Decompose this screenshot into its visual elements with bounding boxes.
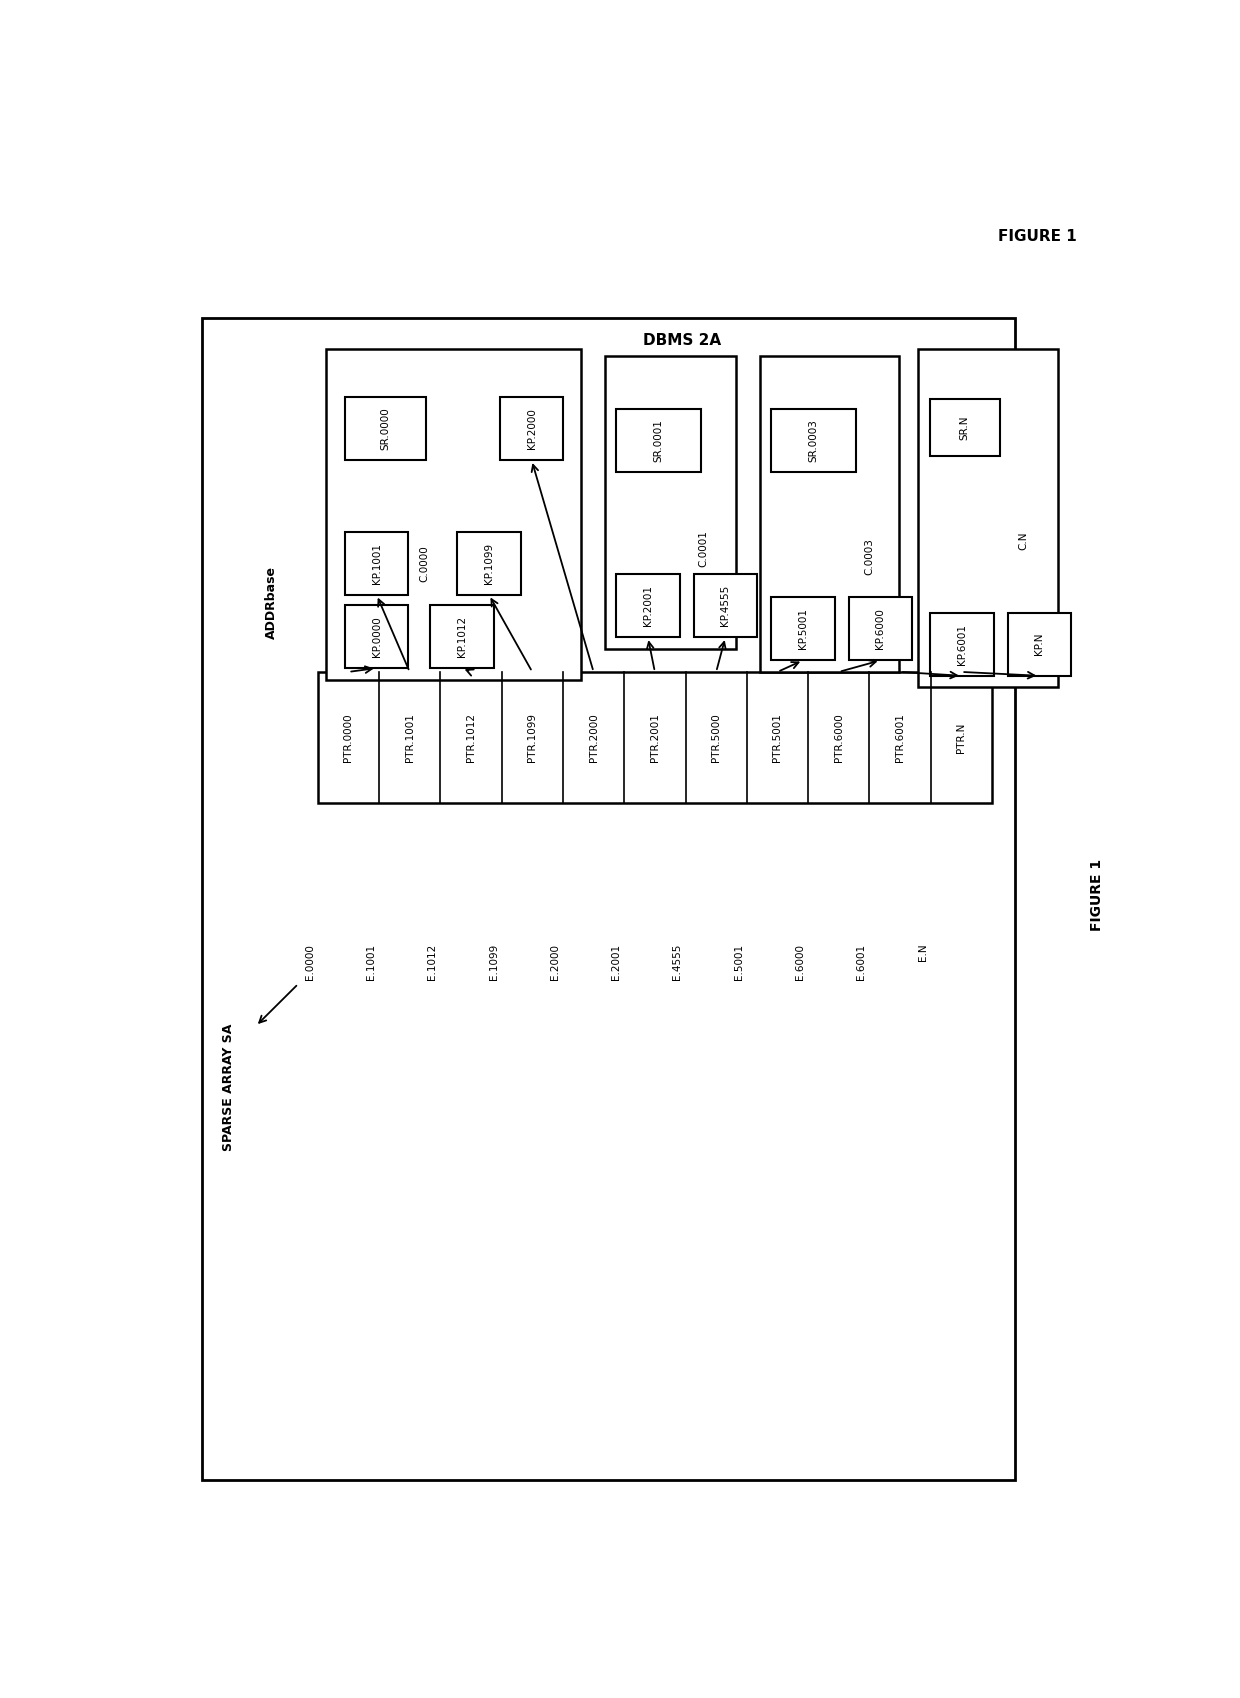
- Polygon shape: [275, 803, 379, 922]
- FancyBboxPatch shape: [500, 397, 563, 460]
- Polygon shape: [765, 803, 869, 922]
- FancyBboxPatch shape: [458, 531, 521, 594]
- Text: PTR.6000: PTR.6000: [833, 713, 843, 762]
- Text: C.0003: C.0003: [864, 538, 874, 576]
- Text: C.0000: C.0000: [419, 545, 430, 582]
- Text: PTR.2000: PTR.2000: [589, 713, 599, 762]
- Polygon shape: [827, 803, 931, 922]
- Text: E.2000: E.2000: [549, 944, 559, 980]
- FancyBboxPatch shape: [930, 613, 993, 676]
- Text: PTR.1099: PTR.1099: [527, 713, 537, 762]
- Text: E.N: E.N: [918, 944, 928, 961]
- Text: PTR.1012: PTR.1012: [466, 713, 476, 762]
- Text: KP.6001: KP.6001: [957, 623, 967, 664]
- Text: E.6000: E.6000: [795, 944, 805, 980]
- Text: DBMS 2A: DBMS 2A: [642, 333, 722, 348]
- Polygon shape: [704, 803, 808, 922]
- Text: KP.1099: KP.1099: [484, 543, 494, 584]
- Text: KP.N: KP.N: [1034, 633, 1044, 655]
- Text: ADDRbase: ADDRbase: [265, 565, 278, 638]
- Text: C.0001: C.0001: [698, 530, 709, 567]
- Text: SR.0000: SR.0000: [381, 408, 391, 450]
- FancyBboxPatch shape: [771, 409, 857, 472]
- Text: KP.4555: KP.4555: [720, 586, 730, 627]
- Text: C.N: C.N: [1018, 531, 1028, 550]
- Polygon shape: [459, 803, 563, 922]
- FancyBboxPatch shape: [759, 357, 899, 672]
- Text: PTR.0000: PTR.0000: [343, 713, 353, 762]
- Text: KP.1001: KP.1001: [372, 543, 382, 584]
- FancyBboxPatch shape: [345, 531, 408, 594]
- Text: PTR.5000: PTR.5000: [712, 713, 722, 762]
- Polygon shape: [521, 803, 624, 922]
- FancyBboxPatch shape: [1007, 613, 1071, 676]
- Text: KP.6000: KP.6000: [875, 608, 885, 649]
- Polygon shape: [582, 803, 686, 922]
- Text: E.1012: E.1012: [428, 944, 438, 980]
- Text: SR.0001: SR.0001: [653, 419, 663, 462]
- FancyBboxPatch shape: [930, 399, 999, 457]
- Text: PTR.2001: PTR.2001: [650, 713, 660, 762]
- Text: FIGURE 1: FIGURE 1: [998, 229, 1078, 245]
- Text: PTR.6001: PTR.6001: [895, 713, 905, 762]
- Text: E.1001: E.1001: [366, 944, 376, 980]
- FancyBboxPatch shape: [693, 574, 758, 637]
- Text: KP.2000: KP.2000: [527, 408, 537, 448]
- Text: KP.0000: KP.0000: [372, 616, 382, 657]
- FancyBboxPatch shape: [616, 409, 702, 472]
- Polygon shape: [642, 803, 746, 922]
- FancyBboxPatch shape: [201, 318, 1016, 1481]
- Text: KP.5001: KP.5001: [797, 608, 808, 649]
- Text: E.0000: E.0000: [305, 944, 315, 980]
- FancyBboxPatch shape: [317, 672, 992, 803]
- Text: KP.2001: KP.2001: [642, 586, 653, 627]
- FancyBboxPatch shape: [345, 397, 427, 460]
- Text: E.5001: E.5001: [734, 944, 744, 980]
- FancyBboxPatch shape: [616, 574, 680, 637]
- Polygon shape: [888, 803, 992, 922]
- FancyBboxPatch shape: [325, 348, 582, 679]
- Text: SR.N: SR.N: [960, 416, 970, 440]
- Text: E.4555: E.4555: [672, 944, 682, 980]
- Text: E.6001: E.6001: [857, 944, 867, 980]
- Text: PTR.N: PTR.N: [956, 722, 966, 752]
- Text: PTR.1001: PTR.1001: [404, 713, 414, 762]
- Text: PTR.5001: PTR.5001: [773, 713, 782, 762]
- FancyBboxPatch shape: [848, 598, 913, 661]
- FancyBboxPatch shape: [771, 598, 835, 661]
- Text: SR.0003: SR.0003: [808, 419, 818, 462]
- FancyBboxPatch shape: [430, 604, 494, 667]
- Polygon shape: [398, 803, 502, 922]
- Text: E.1099: E.1099: [489, 944, 498, 980]
- Text: FIGURE 1: FIGURE 1: [1090, 859, 1104, 931]
- Text: KP.1012: KP.1012: [456, 616, 467, 657]
- FancyBboxPatch shape: [919, 348, 1058, 688]
- Text: E.2001: E.2001: [611, 944, 621, 980]
- FancyBboxPatch shape: [605, 357, 737, 649]
- FancyBboxPatch shape: [345, 604, 408, 667]
- Text: SPARSE ARRAY SA: SPARSE ARRAY SA: [222, 1024, 236, 1151]
- Polygon shape: [336, 803, 440, 922]
